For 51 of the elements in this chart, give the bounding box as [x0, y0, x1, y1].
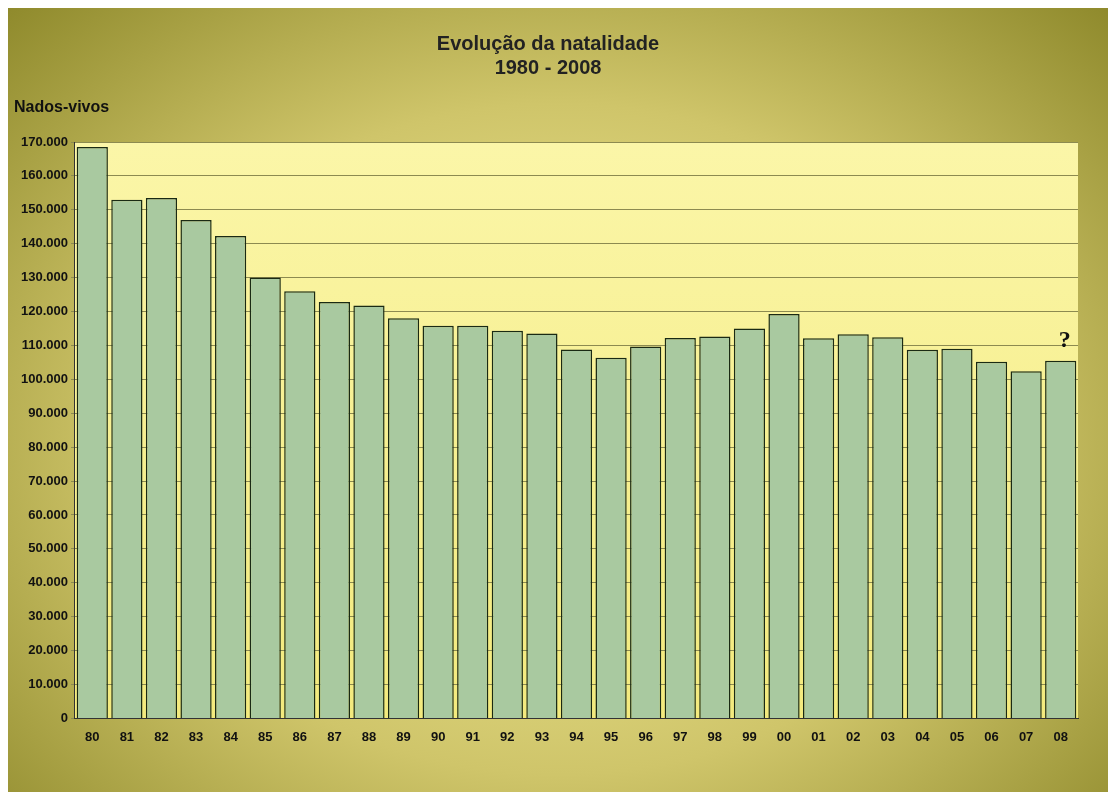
x-tick-label: 98 [707, 728, 723, 744]
x-tick-label: 00 [776, 728, 792, 744]
y-tick-label: 110.000 [21, 337, 68, 353]
y-tick-label: 140.000 [20, 235, 68, 251]
x-tick-label: 99 [742, 728, 757, 744]
y-tick-label: 170.000 [20, 133, 68, 149]
x-tick-label: 88 [361, 728, 377, 744]
annotation: ? [1058, 325, 1071, 352]
y-tick-label: 160.000 [20, 167, 68, 183]
x-tick-label: 81 [119, 728, 135, 744]
y-tick-label: 60.000 [28, 506, 68, 522]
x-tick-label: 01 [811, 728, 826, 744]
y-tick-label: 100.000 [20, 370, 68, 386]
x-tick-label: 90 [430, 728, 446, 744]
x-tick-label: 06 [984, 728, 999, 744]
y-tick-label: 90.000 [28, 404, 68, 420]
x-tick-label: 95 [603, 728, 619, 744]
y-tick-label: 80.000 [28, 438, 68, 454]
x-tick-label: 87 [327, 728, 342, 744]
x-tick-label: 97 [673, 728, 688, 744]
chart-title: Evolução da natalidade [436, 31, 660, 54]
y-tick-label: 50.000 [28, 540, 68, 556]
x-tick-label: 94 [569, 728, 585, 744]
x-tick-label: 86 [292, 728, 308, 744]
x-tick-label: 96 [638, 728, 653, 744]
y-tick-label: 150.000 [20, 201, 68, 217]
x-tick-label: 08 [1053, 728, 1068, 744]
y-tick-label: 130.000 [20, 269, 68, 285]
y-tick-label: 0 [60, 709, 68, 725]
y-tick-label: 40.000 [28, 574, 68, 590]
x-tick-label: 89 [396, 728, 411, 744]
x-tick-label: 93 [534, 728, 550, 744]
chart-subtitle: 1980 - 2008 [494, 55, 602, 78]
x-tick-label: 85 [257, 728, 273, 744]
y-tick-label: 30.000 [28, 608, 68, 624]
x-tick-label: 05 [949, 728, 965, 744]
y-axis-title: Nados-vivos [14, 98, 110, 115]
x-tick-label: 82 [154, 728, 169, 744]
x-tick-label: 04 [915, 728, 931, 744]
x-tick-label: 07 [1018, 728, 1034, 744]
x-tick-label: 02 [845, 728, 861, 744]
x-tick-label: 03 [880, 728, 896, 744]
x-tick-label: 92 [500, 728, 515, 744]
x-tick-label: 91 [465, 728, 480, 744]
x-tick-label: 84 [223, 728, 239, 744]
y-tick-label: 120.000 [20, 303, 68, 319]
y-tick-label: 10.000 [28, 676, 68, 692]
y-tick-label: 70.000 [28, 472, 68, 488]
y-tick-label: 20.000 [28, 642, 68, 658]
x-tick-label: 80 [85, 728, 100, 744]
x-tick-label: 83 [188, 728, 204, 744]
